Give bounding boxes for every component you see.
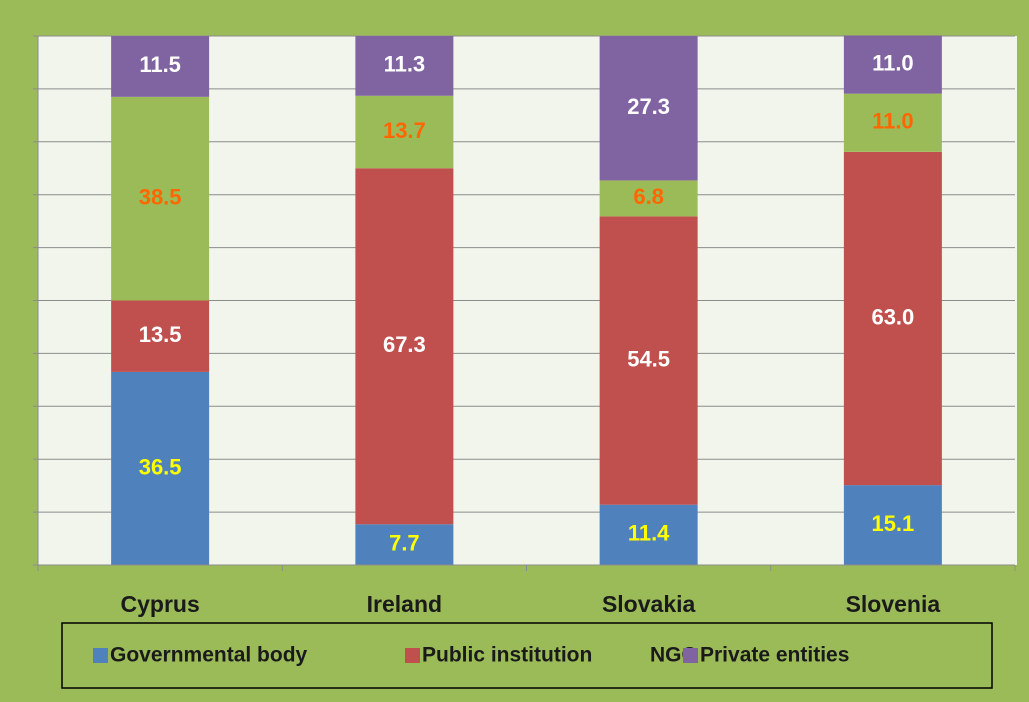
bar-segment bbox=[843, 151, 942, 486]
data-label: 11.3 bbox=[384, 52, 426, 77]
data-label: 27.3 bbox=[627, 94, 670, 119]
legend-label: Public institution bbox=[422, 644, 592, 667]
data-label: 13.5 bbox=[139, 322, 182, 347]
bar-segment bbox=[843, 35, 942, 94]
bar-segment bbox=[599, 216, 698, 505]
legend-box bbox=[61, 622, 993, 689]
bar-segment bbox=[355, 168, 454, 525]
bar-segment bbox=[599, 36, 698, 181]
data-label: 13.7 bbox=[383, 118, 426, 143]
data-label: 67.3 bbox=[383, 332, 426, 357]
bar-segment bbox=[355, 524, 454, 565]
data-label: 54.5 bbox=[627, 346, 670, 371]
data-label: 11.0 bbox=[872, 109, 914, 134]
bar-segment bbox=[111, 371, 210, 565]
data-label: 36.5 bbox=[139, 454, 182, 479]
data-label: 38.5 bbox=[139, 184, 182, 209]
data-label: 15.1 bbox=[871, 511, 914, 536]
data-label: 63.0 bbox=[871, 304, 914, 329]
legend-swatch bbox=[683, 648, 698, 663]
legend-swatch bbox=[405, 648, 420, 663]
bar-segment bbox=[111, 36, 210, 97]
bar-segment bbox=[599, 180, 698, 217]
data-label: 7.7 bbox=[389, 530, 420, 555]
bar-segment bbox=[111, 96, 210, 301]
bar-segment bbox=[843, 485, 942, 565]
x-tick-label: Ireland bbox=[367, 591, 442, 617]
data-label: 6.8 bbox=[633, 184, 664, 209]
bar-segment bbox=[599, 504, 698, 565]
bar-segment bbox=[111, 300, 210, 372]
data-label: 11.5 bbox=[139, 52, 181, 77]
data-label: 11.0 bbox=[872, 50, 914, 75]
legend-label: Private entities bbox=[700, 644, 849, 667]
bar-segment bbox=[355, 36, 454, 96]
x-tick-label: Cyprus bbox=[121, 591, 200, 617]
legend-swatch bbox=[93, 648, 108, 663]
bar-segment bbox=[843, 93, 942, 152]
bar-segment bbox=[355, 95, 454, 169]
data-label: 11.4 bbox=[628, 521, 670, 546]
x-tick-label: Slovakia bbox=[602, 591, 696, 617]
legend-label: Governmental body bbox=[110, 644, 308, 667]
x-tick-label: Slovenia bbox=[846, 591, 941, 617]
